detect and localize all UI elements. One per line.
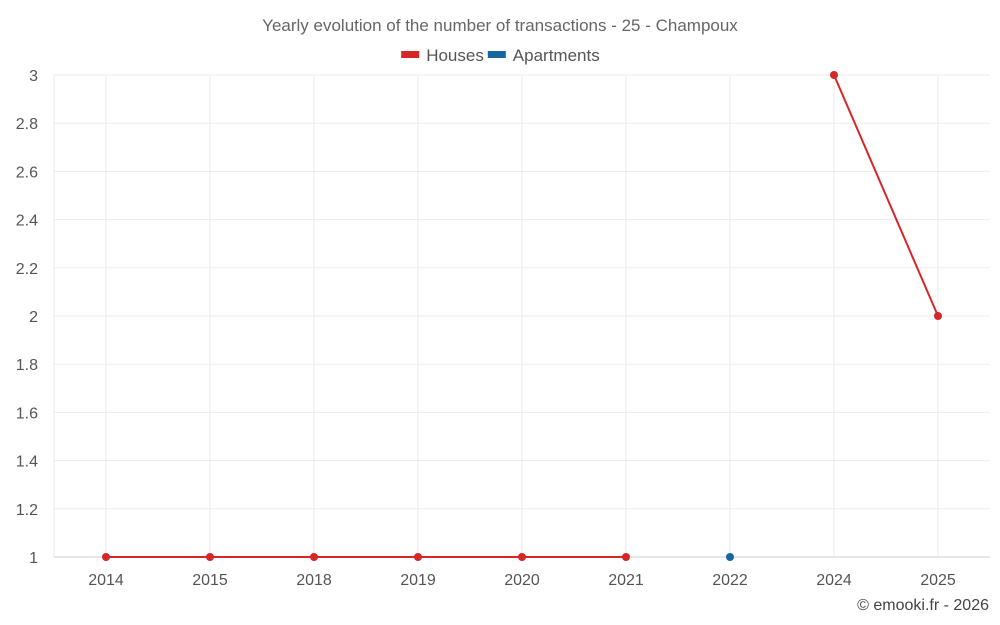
y-tick-label: 1.6 (16, 405, 38, 422)
houses-point (206, 553, 214, 561)
legend-label-apartments: Apartments (513, 46, 600, 65)
grid (53, 74, 990, 558)
x-tick-label: 2020 (504, 572, 540, 589)
houses-line (833, 74, 939, 317)
houses-point (102, 553, 110, 561)
x-tick-label: 2022 (712, 572, 748, 589)
x-tick-label: 2019 (400, 572, 436, 589)
y-tick-label: 3 (29, 68, 38, 85)
footer-credit: © emooki.fr - 2026 (857, 597, 989, 614)
x-tick-label: 2021 (608, 572, 644, 589)
y-tick-label: 1 (29, 550, 38, 567)
y-tick-label: 2.2 (16, 261, 38, 278)
apartments-point (726, 553, 734, 561)
legend-label-houses: Houses (426, 46, 484, 65)
houses-point (518, 553, 526, 561)
houses-point (622, 553, 630, 561)
y-tick-label: 1.4 (16, 454, 38, 471)
y-axis-ticks: 1 1.2 1.4 1.6 1.8 2 2.2 2.4 2.6 2.8 3 (16, 68, 38, 567)
houses-point (830, 71, 838, 79)
houses-point (310, 553, 318, 561)
houses-point (414, 553, 422, 561)
y-tick-label: 2.6 (16, 164, 38, 181)
series-lines (106, 74, 939, 558)
x-tick-label: 2014 (88, 572, 124, 589)
legend: Houses Apartments (401, 46, 600, 65)
houses-point (934, 312, 942, 320)
x-tick-label: 2024 (816, 572, 852, 589)
y-tick-label: 2.4 (16, 213, 38, 230)
x-tick-label: 2018 (296, 572, 332, 589)
x-tick-label: 2015 (192, 572, 228, 589)
x-tick-label: 2025 (920, 572, 956, 589)
chart-title: Yearly evolution of the number of transa… (262, 16, 738, 35)
y-tick-label: 2.8 (16, 116, 38, 133)
legend-swatch-houses (401, 51, 420, 58)
series-points (102, 71, 942, 561)
y-tick-label: 1.2 (16, 502, 38, 519)
y-tick-label: 2 (29, 309, 38, 326)
x-axis-ticks: 2014 2015 2018 2019 2020 2021 2022 2024 2025 (88, 572, 956, 589)
y-tick-label: 1.8 (16, 357, 38, 374)
legend-swatch-apartments (487, 51, 506, 58)
